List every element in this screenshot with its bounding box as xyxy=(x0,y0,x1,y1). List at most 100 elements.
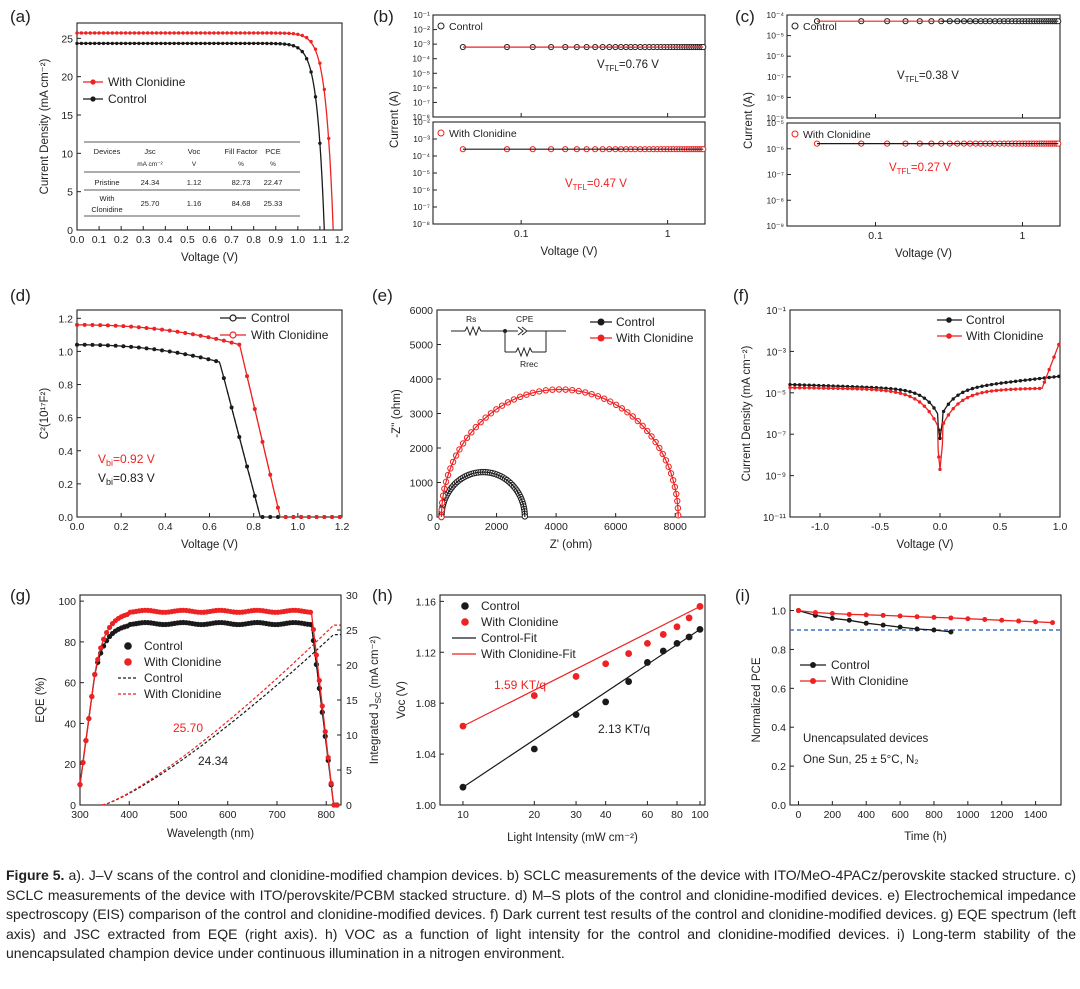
vbi-value: =0.92 V xyxy=(113,452,155,466)
dark-current-marker xyxy=(817,386,821,390)
ms-marker xyxy=(206,357,211,362)
legend-marker xyxy=(437,129,445,137)
legend-label: Control xyxy=(108,92,147,106)
dark-current-marker xyxy=(898,391,903,395)
table-cell: 1.12 xyxy=(187,178,202,187)
vbi-sub: bi xyxy=(106,458,113,468)
y-tick-label: 0.4 xyxy=(771,722,786,734)
eqe-marker xyxy=(86,715,92,722)
ms-marker xyxy=(113,323,118,328)
stability-marker xyxy=(931,627,937,633)
legend-marker xyxy=(597,318,605,326)
jv-marker xyxy=(207,31,212,35)
table-unit: V xyxy=(192,161,197,168)
y-tick-label: 1.0 xyxy=(58,346,73,358)
x-tick-label: 1 xyxy=(1020,230,1026,242)
dark-current-marker xyxy=(869,387,874,392)
x-tick-label: -0.5 xyxy=(871,521,889,533)
dark-current-marker xyxy=(932,406,936,410)
jv-marker xyxy=(92,31,97,35)
dark-current-marker xyxy=(1028,386,1032,391)
panel-d: (d) 0.0 0.2 0.4 0.6 0.8 1.0 1.2 0.0 0.2 0.4 0.6 0.8 1… xyxy=(10,286,349,551)
jv-marker xyxy=(260,41,265,46)
dark-current-marker xyxy=(812,386,816,390)
jv-marker xyxy=(84,31,88,35)
jv-marker xyxy=(172,31,176,35)
dark-current-marker xyxy=(817,383,821,388)
legend-marker xyxy=(461,602,469,610)
jv-marker xyxy=(176,31,181,35)
voc-marker xyxy=(643,659,651,666)
legend-label: Control-Fit xyxy=(481,631,538,645)
dark-current-marker xyxy=(821,386,826,390)
jv-marker xyxy=(238,41,243,46)
x-axis-label: Voltage (V) xyxy=(181,539,238,551)
dark-current-marker xyxy=(1004,380,1008,385)
y-tick-label: 10⁻¹ xyxy=(413,10,430,20)
voc-marker xyxy=(625,678,633,685)
ms-marker xyxy=(229,340,234,345)
dark-current-marker xyxy=(927,400,931,404)
y-tick-label: 10⁻⁵ xyxy=(413,168,430,178)
x-tick-label: 600 xyxy=(219,809,237,821)
y-tick-label: 10⁻² xyxy=(413,117,430,127)
dark-current-marker xyxy=(903,388,907,393)
y-tick-label: 10⁻⁹ xyxy=(766,221,784,231)
legend-label: With Clonidine xyxy=(966,329,1044,343)
x-tick-label: 0.5 xyxy=(993,521,1008,533)
jv-marker xyxy=(123,41,128,46)
x-tick-label: 1.2 xyxy=(335,234,350,246)
y2-tick-label: 10 xyxy=(346,730,358,742)
dark-current-marker xyxy=(1023,378,1027,382)
table-unit: mA cm⁻² xyxy=(137,161,163,168)
ms-marker xyxy=(252,406,257,411)
y-tick-label: 10⁻³ xyxy=(413,134,430,144)
legend-label: Control xyxy=(966,313,1005,327)
legend-marker xyxy=(791,22,799,30)
dark-current-marker xyxy=(1042,380,1047,384)
equivalent-circuit: Rs CPE Rrec xyxy=(451,314,566,369)
dark-current-marker xyxy=(946,413,951,417)
ms-fit xyxy=(246,375,281,518)
jv-marker xyxy=(168,41,172,46)
table-cell: With xyxy=(100,194,115,203)
jv-marker xyxy=(304,57,309,61)
ms-marker xyxy=(152,347,157,352)
dark-current-marker xyxy=(932,417,936,421)
dark-current-marker xyxy=(850,387,855,391)
x-tick-label: -1.0 xyxy=(811,521,829,533)
eqe-marker xyxy=(325,754,331,761)
dark-current-marker xyxy=(884,386,888,391)
x-tick-label: 500 xyxy=(170,809,188,821)
jv-marker xyxy=(238,31,243,35)
y-tick-label: 1.12 xyxy=(416,647,437,659)
voc-marker xyxy=(643,639,651,647)
dark-current-marker xyxy=(965,395,970,400)
y-tick-label: 10⁻⁶ xyxy=(767,51,784,61)
eqe-curve xyxy=(79,609,339,806)
x-tick-label: 0.4 xyxy=(158,234,173,246)
dark-current-marker xyxy=(927,409,931,414)
jv-marker xyxy=(309,70,313,74)
jv-marker xyxy=(198,31,203,35)
jv-marker xyxy=(137,41,141,46)
caption-text: a). J–V scans of the control and clonidi… xyxy=(6,867,1076,961)
voc-marker xyxy=(696,625,704,633)
table-cell: 25.70 xyxy=(141,199,160,208)
dark-current-marker xyxy=(889,387,893,391)
eqe-marker xyxy=(83,737,89,744)
legend-marker xyxy=(90,96,96,102)
figure-panels: (a) 0.0 0.1 0.2 0.3 0.4 0.5 0.6 0.7 0.8 0.9 1.0 1.1 1… xyxy=(10,7,1067,844)
legend-marker xyxy=(946,317,952,323)
note-conditions: One Sun, 25 ± 5°C, N₂ xyxy=(803,754,919,766)
x-tick-label: 0.9 xyxy=(268,234,283,246)
dark-current-marker xyxy=(1052,355,1056,359)
stability-marker xyxy=(999,617,1005,623)
jv-marker xyxy=(287,42,291,47)
ms-marker xyxy=(190,332,195,337)
y-tick-label: 0.8 xyxy=(771,644,786,656)
stability-marker xyxy=(1050,620,1056,626)
y-tick-label: 0.6 xyxy=(58,413,73,425)
jv-marker xyxy=(256,41,260,46)
x-tick-label: 0.6 xyxy=(202,234,217,246)
